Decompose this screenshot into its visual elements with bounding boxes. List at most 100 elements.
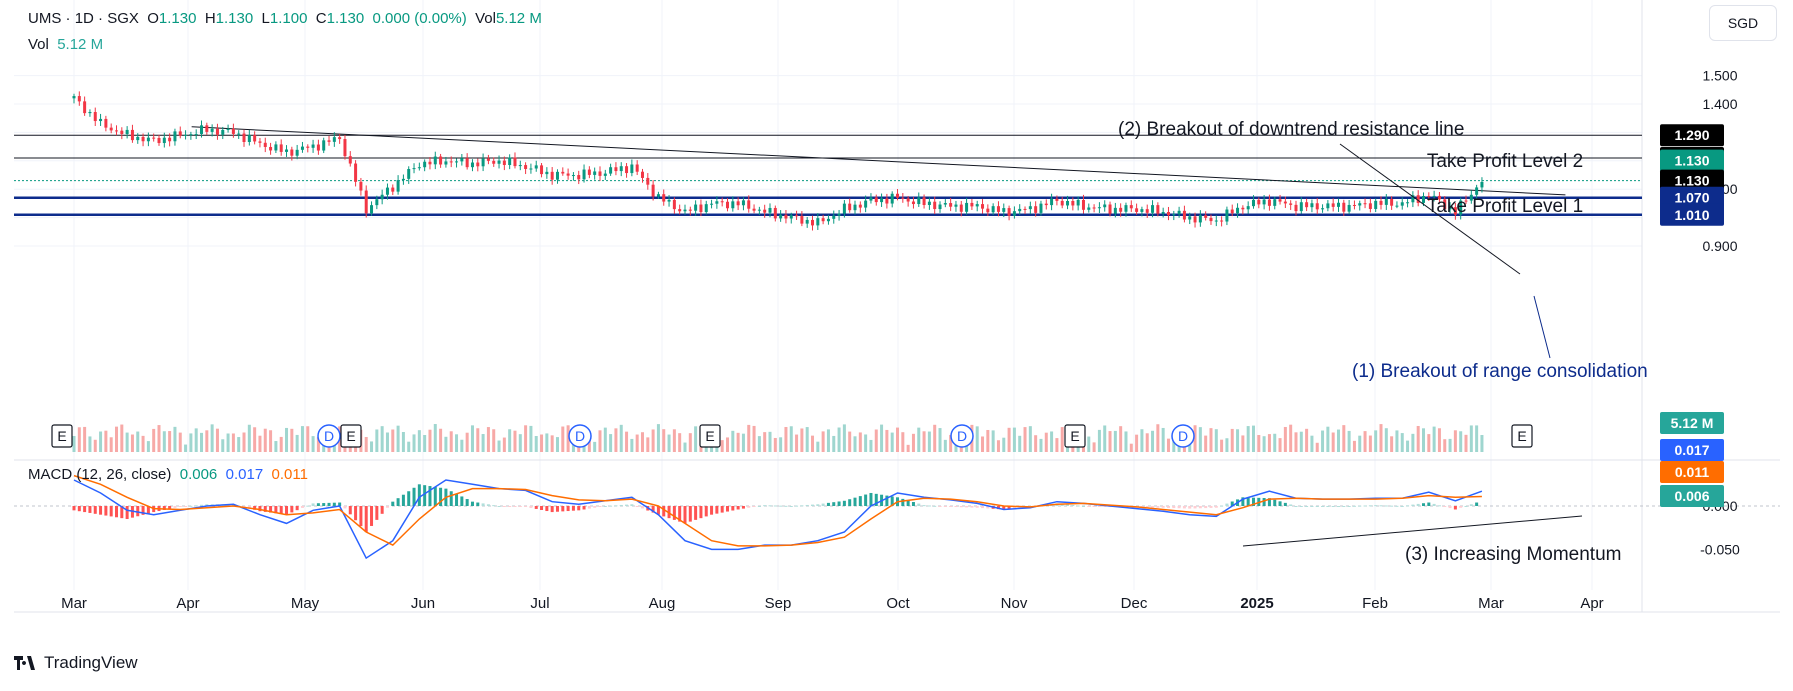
macd-indicator-label[interactable]: MACD (12, 26, close) — [28, 466, 172, 483]
candle-body — [848, 203, 852, 211]
candle-body — [455, 161, 459, 163]
candle-body — [1071, 200, 1075, 206]
candle-body — [1432, 195, 1436, 197]
x-axis-tick: Mar — [61, 595, 87, 612]
macd-histogram-bar — [1464, 506, 1468, 507]
macd-histogram-bar — [465, 499, 469, 506]
volume-bar — [566, 425, 570, 452]
candle-body — [949, 203, 953, 207]
volume-indicator-label[interactable]: Vol — [28, 36, 49, 53]
volume-bar — [1198, 427, 1202, 452]
candle-body — [1113, 207, 1117, 214]
earnings-marker — [51, 424, 73, 448]
candle-body — [1182, 210, 1186, 220]
macd-signal-value: 0.011 — [271, 466, 308, 483]
volume-bar — [247, 424, 251, 452]
candle-body — [380, 194, 384, 200]
macd-histogram-bar — [789, 506, 793, 507]
volume-bar — [1002, 437, 1006, 452]
volume-bar — [864, 434, 868, 452]
macd-histogram-bar — [486, 504, 490, 506]
candle-body — [476, 162, 480, 167]
annotation-arrow — [1533, 295, 1551, 359]
macd-value-label: 0.017 — [1674, 442, 1709, 458]
candle-body — [1129, 205, 1133, 209]
volume-bar — [104, 430, 108, 452]
macd-histogram-bar — [1406, 505, 1410, 507]
macd-histogram-bar — [1012, 506, 1016, 509]
volume-bar — [364, 436, 368, 452]
dividend-marker-label: D — [324, 428, 334, 444]
change-value: 0.000 (0.00%) — [372, 10, 467, 27]
candle-body — [683, 209, 687, 212]
dividend-marker — [950, 424, 974, 448]
macd-histogram-bar — [242, 506, 246, 508]
volume-bar — [1034, 435, 1038, 452]
candle-body — [1156, 205, 1160, 214]
volume-bar — [125, 432, 129, 452]
tradingview-logo[interactable]: TradingView — [14, 653, 138, 673]
candle-body — [375, 199, 379, 206]
volume-bar — [587, 436, 591, 452]
candle-body — [1177, 210, 1181, 215]
candle-body — [168, 137, 172, 142]
candle-body — [1012, 211, 1016, 216]
candle-body — [327, 140, 331, 142]
currency-button[interactable]: SGD — [1709, 5, 1777, 41]
macd-histogram-bar — [518, 506, 522, 507]
volume-bar — [874, 429, 878, 452]
candle-body — [1028, 206, 1032, 210]
annotation-range-breakout: (1) Breakout of range consolidation — [1352, 361, 1648, 382]
volume-bar — [449, 431, 453, 452]
macd-histogram-bar — [1422, 503, 1426, 506]
volume-bar — [911, 433, 915, 452]
volume-bar — [540, 434, 544, 452]
volume-bar — [274, 441, 278, 452]
volume-bar — [524, 425, 528, 452]
volume-bar — [433, 424, 437, 452]
volume-bar — [1124, 431, 1128, 452]
symbol[interactable]: UMS — [28, 10, 62, 27]
macd-histogram-bar — [959, 506, 963, 508]
volume-bar — [1055, 438, 1059, 452]
candle-body — [678, 209, 682, 212]
candle-body — [832, 215, 836, 219]
macd-histogram-bar — [1427, 502, 1431, 506]
macd-histogram-bar — [917, 503, 921, 506]
macd-histogram-bar — [492, 505, 496, 507]
volume-bar — [1278, 438, 1282, 452]
macd-histogram-bar — [625, 504, 629, 506]
annotation-downtrend-breakout: (2) Breakout of downtrend resistance lin… — [1118, 119, 1464, 140]
candle-body — [598, 171, 602, 176]
macd-histogram-bar — [779, 505, 783, 507]
candle-body — [1060, 200, 1064, 206]
volume-bar — [1368, 435, 1372, 452]
macd-histogram-bar — [1368, 505, 1372, 507]
volume-bar — [1358, 435, 1362, 452]
candle-body — [1480, 182, 1484, 188]
candle-body — [1310, 203, 1314, 208]
volume-bar — [215, 428, 219, 452]
volume-bar — [1044, 432, 1048, 452]
volume-bar — [141, 435, 145, 452]
volume-bar — [1103, 425, 1107, 452]
volume-bar — [470, 425, 474, 452]
candle-body — [508, 157, 512, 165]
macd-histogram-bar — [699, 506, 703, 519]
macd-histogram-bar — [1390, 505, 1394, 507]
macd-histogram-bar — [1289, 504, 1293, 506]
annotation-tp1: Take Profit Level 1 — [1427, 196, 1583, 217]
volume-bar — [811, 435, 815, 452]
candle-body — [688, 209, 692, 211]
price-label-box — [1660, 186, 1724, 209]
macd-histogram-bar — [1459, 506, 1463, 508]
volume-bar — [428, 429, 432, 452]
macd-histogram-bar — [773, 505, 777, 507]
macd-histogram-bar — [327, 502, 331, 506]
candle-body — [407, 169, 411, 179]
macd-histogram-bar — [104, 506, 108, 516]
macd-histogram-bar — [832, 502, 836, 506]
candle-body — [1464, 200, 1468, 202]
interval[interactable]: 1D — [74, 10, 94, 27]
